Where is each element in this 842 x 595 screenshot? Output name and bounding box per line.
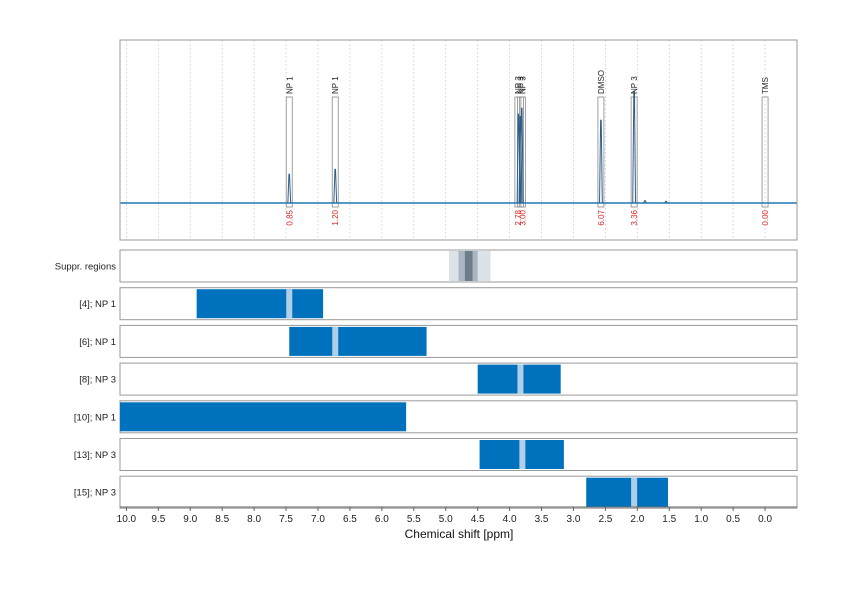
integral-label: 1.20 (331, 209, 340, 225)
row-frame (119, 475, 798, 509)
x-tick-label: 5.0 (439, 514, 453, 525)
x-tick-label: 4.5 (471, 514, 485, 525)
x-tick-label: 6.0 (375, 514, 389, 525)
x-axis-title: Chemical shift [ppm] (405, 527, 514, 541)
range-bar (196, 289, 324, 319)
x-tick-label: 1.5 (662, 514, 676, 525)
range-bar (120, 402, 407, 432)
row-label: [6]; NP 1 (79, 337, 116, 348)
integral-label: 2.78 (514, 209, 523, 225)
row-label: [15]; NP 3 (74, 488, 116, 499)
spectrum-peak (599, 119, 603, 204)
range-bar (586, 477, 668, 507)
integral-label: 0.00 (761, 209, 770, 225)
x-tick-label: 3.0 (567, 514, 581, 525)
x-tick-label: 0.0 (758, 514, 772, 525)
x-tick-label: 7.5 (279, 514, 293, 525)
peak-label: TMS (761, 77, 770, 94)
x-tick-label: 1.0 (694, 514, 708, 525)
x-axis: 10.0 9.5 9.0 8.5 8.0 7.5 7.0 6.5 6.0 5.5 5.0 4.5 4.0… (117, 506, 797, 525)
peak-label-box (597, 96, 605, 208)
row-label: [13]; NP 3 (74, 450, 116, 461)
x-tick-label: 0.5 (726, 514, 740, 525)
range-mark (517, 364, 524, 394)
x-tick-label: 10.0 (117, 514, 137, 525)
x-tick-label: 2.0 (630, 514, 644, 525)
range-mark (332, 326, 339, 356)
integral-label: 3.36 (630, 209, 639, 225)
x-tick-label: 4.0 (503, 514, 517, 525)
row-frame (119, 362, 798, 396)
spectrum-peak (632, 90, 637, 204)
x-tick-label: 3.5 (535, 514, 549, 525)
peak-label: NP 1 (331, 76, 340, 94)
x-tick-label: 7.0 (311, 514, 325, 525)
x-tick-label: 9.0 (183, 514, 197, 525)
peak-label: NP 1 (285, 76, 294, 94)
spectrum-peak (519, 107, 524, 204)
rows-panel: Suppr. regions [4]; NP 1 [6]; NP 1 [8]; NP … (55, 249, 798, 509)
row-frame (119, 438, 798, 471)
peak-label-box (630, 96, 638, 208)
spectrum-peak (664, 200, 668, 204)
suppression-core (464, 251, 473, 281)
range-mark (631, 477, 638, 507)
x-tick-label: 8.0 (247, 514, 261, 525)
row-label: [8]; NP 3 (79, 375, 116, 386)
peak-label: DMSO (597, 70, 606, 94)
peak-label: NP 3 (518, 76, 527, 94)
row-frame (119, 324, 798, 358)
row-label: [4]; NP 1 (79, 299, 116, 310)
spectrum-peak (287, 173, 292, 204)
x-tick-label: 5.5 (407, 514, 421, 525)
integral-label: 3.00 (518, 209, 527, 225)
peak-label-box (331, 96, 339, 208)
x-tick-label: 8.5 (215, 514, 229, 525)
row-label: Suppr. regions (55, 262, 117, 273)
range-mark (286, 289, 293, 319)
range-mark (519, 440, 526, 469)
row-label: [10]; NP 1 (74, 412, 116, 423)
range-bar (289, 326, 427, 356)
peak-label: NP 3 (516, 76, 525, 94)
integral-label: 0.85 (285, 209, 294, 225)
peak-label-box (285, 96, 293, 208)
spectrum-peak (643, 200, 647, 204)
peak-label: NP 3 (630, 76, 639, 94)
x-tick-label: 9.5 (151, 514, 165, 525)
x-tick-label: 6.5 (343, 514, 357, 525)
peak-label-box (761, 96, 769, 208)
integral-label: 6.07 (597, 209, 606, 225)
spectrum-peak (333, 168, 338, 204)
x-tick-label: 2.5 (598, 514, 612, 525)
spectrum-frame (119, 39, 798, 241)
peak-label: NP 3 (514, 76, 523, 94)
